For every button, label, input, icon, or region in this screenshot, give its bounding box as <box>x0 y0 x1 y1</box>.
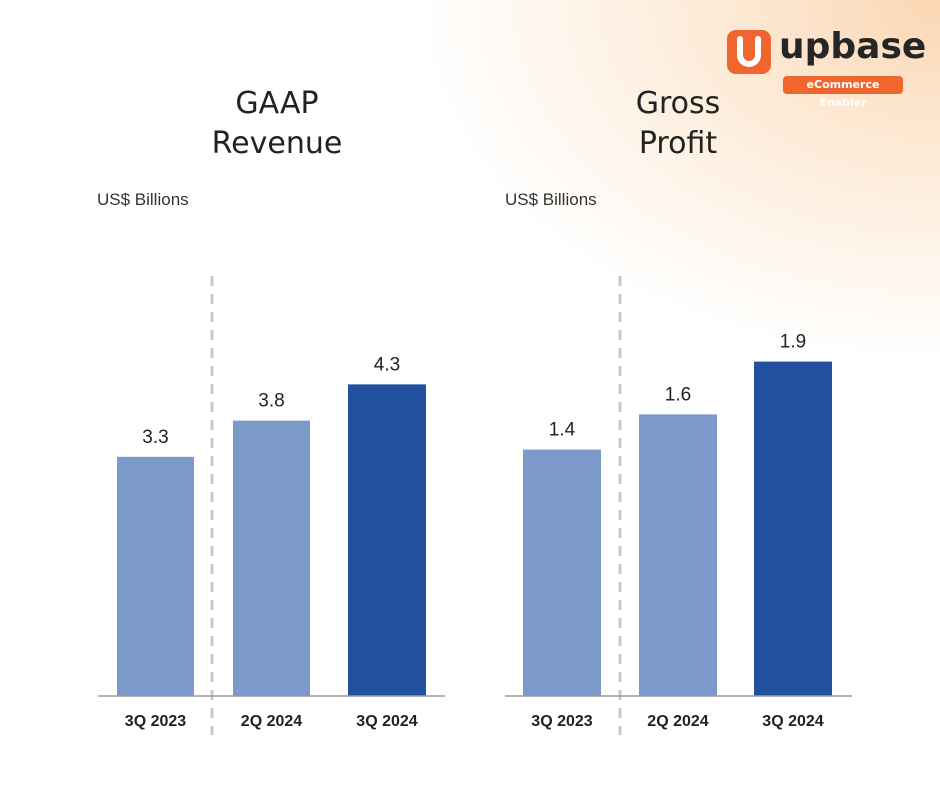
chart-title-line-1: Gross <box>636 86 721 121</box>
bar-3q-2024 <box>348 384 426 696</box>
chart-gaap-revenue: GAAP Revenue US$ Billions 3.3 3Q 2023 3.8 2Q 2… <box>97 86 445 735</box>
chart-title-line-2: Profit <box>639 126 717 161</box>
x-tick-label: 3Q 2024 <box>762 713 823 730</box>
bar-3q-2024 <box>754 361 832 696</box>
x-tick-label: 3Q 2023 <box>531 713 592 730</box>
data-label: 3.3 <box>142 427 168 448</box>
data-label: 4.3 <box>374 354 400 375</box>
data-label: 1.4 <box>549 420 576 441</box>
upbase-u-icon <box>727 30 771 74</box>
brand-name: upbase <box>779 26 927 67</box>
x-tick-label: 2Q 2024 <box>647 713 708 730</box>
bar-3q-2023 <box>523 449 601 696</box>
data-label: 1.6 <box>665 384 691 405</box>
x-tick-label: 3Q 2023 <box>125 713 186 730</box>
y-axis-unit-label: US$ Billions <box>505 190 597 209</box>
x-tick-label: 2Q 2024 <box>241 713 302 730</box>
data-label: 1.9 <box>780 332 806 353</box>
bar-2q-2024 <box>233 420 310 696</box>
bar-2q-2024 <box>639 414 717 696</box>
bar-3q-2023 <box>117 456 194 696</box>
y-axis-unit-label: US$ Billions <box>97 190 189 209</box>
chart-title-line-2: Revenue <box>212 126 343 161</box>
chart-title-line-1: GAAP <box>235 86 318 121</box>
x-tick-label: 3Q 2024 <box>356 713 417 730</box>
upbase-logo: upbase eCommerce Enabler <box>727 26 926 109</box>
brand-tagline: eCommerce Enabler <box>783 76 903 109</box>
data-label: 3.8 <box>258 391 284 412</box>
chart-gross-profit: Gross Profit US$ Billions 1.4 3Q 2023 1.6 2Q 2… <box>505 86 852 735</box>
